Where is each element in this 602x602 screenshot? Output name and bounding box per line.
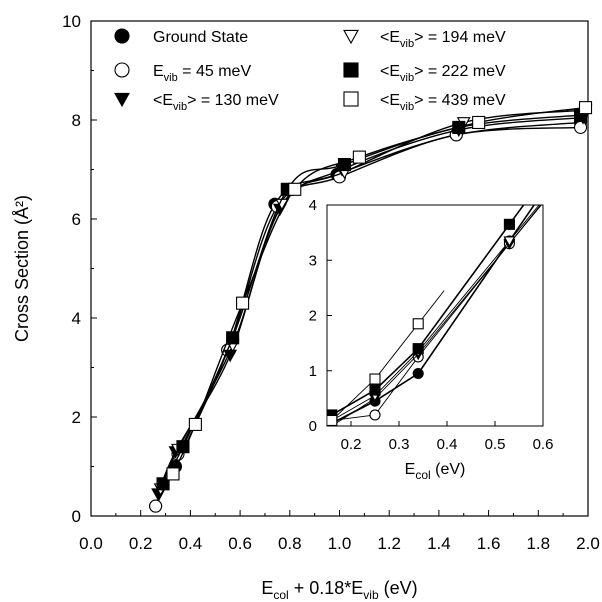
data-point <box>288 182 302 196</box>
axis-title-part: (eV) <box>431 461 466 478</box>
x-tick-label: 1.4 <box>427 534 451 553</box>
legend-item: Ground State <box>114 28 248 46</box>
legend-marker <box>343 91 359 107</box>
x-tick-label: 1.6 <box>477 534 501 553</box>
inset-y-tick-label: 1 <box>309 363 317 380</box>
legend-label-part: = 45 meV <box>178 63 252 80</box>
legend-label: Evib = 45 meV <box>153 63 251 84</box>
legend-label: <Evib> = 130 meV <box>153 92 279 113</box>
legend-label-part: E <box>153 63 164 80</box>
inset-series-line <box>331 290 445 421</box>
legend-label: <Evib> = 222 meV <box>380 63 506 84</box>
legend-label-part: > = 222 meV <box>414 63 506 80</box>
x-tick-label: 0.8 <box>278 534 302 553</box>
inset-x-tick-label: 0.3 <box>389 436 410 453</box>
y-tick-label: 0 <box>72 507 81 526</box>
x-tick-label: 0.4 <box>179 534 203 553</box>
legend-label: <Evib> = 439 meV <box>380 92 506 113</box>
legend-item: <Evib> = 130 meV <box>114 92 279 113</box>
inset-y-tick-label: 3 <box>309 252 317 269</box>
y-tick-label: 8 <box>72 111 81 130</box>
inset-x-tick-label: 0.5 <box>485 436 506 453</box>
data-point <box>236 296 250 310</box>
axis-title-part: col <box>273 588 288 602</box>
axis-title-part: E <box>405 461 416 478</box>
y-tick-label: 10 <box>62 12 81 31</box>
inset-data-point <box>327 414 338 426</box>
axis-title-part: + 0.18*E <box>289 578 364 598</box>
axis-title-part: vib <box>363 588 379 602</box>
axis-title-part: (eV) <box>379 578 418 598</box>
inset-x-axis-title: Ecol (eV) <box>405 461 466 482</box>
data-point <box>352 150 366 164</box>
data-point <box>156 477 170 491</box>
legend-label-part: > = 130 meV <box>187 92 279 109</box>
inset-data-point <box>412 367 424 380</box>
inset-y-tick-label: 4 <box>309 197 317 214</box>
legend-label-part: > = 439 meV <box>414 92 506 109</box>
inset-data-point <box>369 409 381 421</box>
inset-plot: 0.2 0.3 0.4 0.5 0.6 0 1 2 3 4 Ecol (eV) <box>309 197 554 482</box>
inset-y-tick-label: 0 <box>309 418 317 435</box>
legend-label-sub: vib <box>400 101 414 113</box>
inset-data-point <box>503 218 515 230</box>
legend-label-part: <E <box>380 63 400 80</box>
inset-data-point <box>369 373 381 385</box>
inset-data-point <box>369 384 381 396</box>
legend-label: Ground State <box>153 29 248 46</box>
legend-item: <Evib> = 194 meV <box>343 29 506 50</box>
x-tick-label: 1.8 <box>526 534 550 553</box>
legend-label-part: Ground State <box>153 29 248 46</box>
legend-item: <Evib> = 439 meV <box>343 91 506 113</box>
legend-label: <Evib> = 194 meV <box>380 29 506 50</box>
data-point <box>472 115 486 130</box>
inset-series-5 <box>327 290 445 426</box>
legend-label-part: <E <box>153 92 173 109</box>
x-axis-title: Ecol + 0.18*Evib (eV) <box>261 578 417 602</box>
x-tick-label: 2.0 <box>576 534 600 553</box>
x-tick-label: 1.2 <box>377 534 401 553</box>
legend-label-part: <E <box>380 92 400 109</box>
x-tick-label: 0.6 <box>228 534 252 553</box>
main-plot: 0.0 0.2 0.4 0.6 0.8 1.0 1.2 1.4 1.6 1.8 2.00246810… <box>12 12 600 602</box>
inset-x-tick-label: 0.4 <box>437 436 458 453</box>
data-point <box>573 120 588 134</box>
y-tick-label: 2 <box>72 408 81 427</box>
axis-title-part: col <box>415 468 430 482</box>
inset-y-tick-label: 2 <box>309 308 317 325</box>
y-tick-label: 4 <box>72 309 81 328</box>
x-tick-label: 0.0 <box>79 534 103 553</box>
inset-x-tick-label: 0.2 <box>341 436 362 453</box>
inset-data-point <box>503 236 516 248</box>
legend-label-sub: vib <box>400 38 414 50</box>
data-point <box>188 417 202 431</box>
x-tick-label: 0.2 <box>129 534 153 553</box>
legend-marker <box>114 62 130 78</box>
legend-label-part: > = 194 meV <box>414 29 506 46</box>
legend-label-part: <E <box>380 29 400 46</box>
axis-title-part: E <box>261 578 273 598</box>
legend-marker <box>343 29 359 45</box>
legend-marker <box>114 92 130 108</box>
data-point <box>166 467 180 481</box>
inset-x-tick-label: 0.6 <box>533 436 554 453</box>
legend-marker <box>114 28 130 44</box>
inset-data-point <box>412 318 424 330</box>
series-5 <box>166 101 593 481</box>
data-point <box>578 101 593 115</box>
legend-label-sub: vib <box>173 101 187 113</box>
x-tick-label: 1.0 <box>328 534 352 553</box>
legend-item: <Evib> = 222 meV <box>343 62 506 84</box>
legend-marker <box>343 62 359 78</box>
y-axis-title: Cross Section (Å²) <box>12 195 32 342</box>
legend-item: Evib = 45 meV <box>114 62 251 84</box>
data-point <box>149 499 163 513</box>
y-tick-label: 6 <box>72 210 81 229</box>
inset-data-point <box>412 343 424 355</box>
legend-label-sub: vib <box>400 72 414 84</box>
legend-label-sub: vib <box>164 72 178 84</box>
